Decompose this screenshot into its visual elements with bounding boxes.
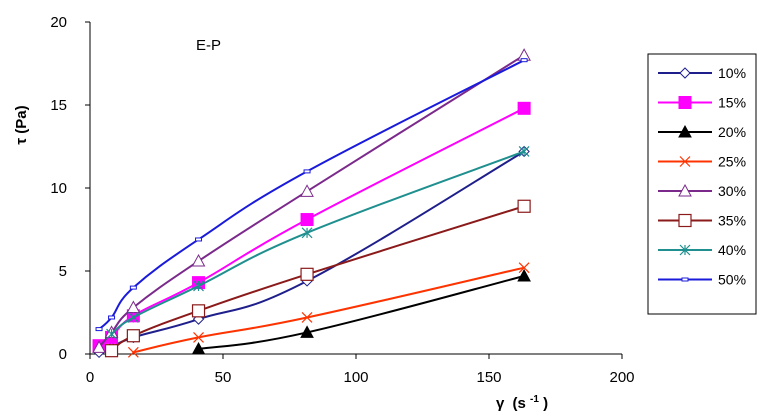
legend-label-5: 35% (718, 213, 746, 229)
data-point-7-2 (129, 285, 137, 290)
legend-marker-6 (679, 244, 691, 256)
data-point-3-0 (127, 346, 139, 358)
x-axis-label-symbol: γ (496, 395, 505, 412)
x-tick-label-2: 100 (343, 369, 368, 386)
data-point-6-0 (106, 328, 117, 340)
series-2 (191, 268, 531, 355)
series-5 (104, 199, 531, 358)
legend-marker-1 (678, 96, 692, 109)
data-point-7-5 (520, 58, 528, 63)
series-6 (106, 146, 530, 340)
data-point-3-3 (518, 262, 530, 274)
legend-marker-5 (678, 213, 692, 228)
legend-marker-7 (681, 277, 689, 282)
legend-label-2: 20% (718, 124, 746, 140)
data-point-2-2 (517, 268, 531, 282)
series-layer (92, 48, 531, 359)
y-tick-label-4: 20 (50, 14, 67, 31)
y-tick-label-2: 10 (50, 180, 67, 197)
data-point-1-5 (517, 101, 531, 115)
x-axis-label-exponent: -1 (530, 394, 539, 405)
series-line-2 (198, 275, 525, 351)
data-point-4-3 (191, 253, 206, 267)
x-axis-label: γ (s -1 ) (496, 389, 548, 412)
legend-label-3: 25% (718, 154, 746, 170)
series-line-3 (133, 266, 525, 354)
data-point-2-1 (300, 325, 314, 338)
data-point-7-3 (195, 237, 203, 242)
legend: 10% 15% 20% 25% 30% 35% 40% 50% (647, 53, 757, 315)
legend-label-0: 10% (718, 65, 746, 81)
data-point-6-1 (127, 312, 139, 323)
chart-annotation: E-P (196, 37, 221, 54)
data-point-5-2 (191, 304, 206, 318)
data-point-5-0 (104, 344, 119, 358)
series-4 (92, 48, 531, 353)
data-point-7-0 (95, 327, 103, 332)
legend-label-4: 30% (718, 183, 746, 199)
data-point-6-3 (301, 227, 313, 239)
y-tick-label-0: 0 (59, 346, 67, 363)
series-7 (95, 58, 528, 332)
data-point-6-4 (518, 146, 530, 157)
legend-marker-4 (678, 183, 692, 197)
series-line-6 (110, 150, 525, 335)
legend-marker-0 (679, 67, 691, 79)
series-1 (92, 101, 531, 353)
data-point-7-4 (303, 169, 311, 174)
x-axis-label-unit: (s (513, 395, 526, 412)
legend-label-7: 50% (718, 272, 746, 288)
y-tick-label-1: 5 (59, 263, 67, 280)
series-3 (127, 262, 530, 358)
data-point-4-4 (300, 184, 314, 197)
data-point-5-3 (300, 267, 314, 281)
x-tick-label-3: 150 (476, 369, 501, 386)
data-point-1-4 (300, 213, 314, 227)
data-point-4-0 (92, 340, 106, 353)
legend-marker-3 (679, 156, 691, 167)
x-axis-label-close: ) (543, 395, 548, 412)
y-axis-label: τ (Pa) (13, 105, 30, 144)
legend-label-1: 15% (718, 95, 746, 111)
legend-box (647, 53, 757, 315)
x-tick-label-1: 50 (215, 369, 232, 386)
data-point-3-2 (301, 312, 313, 323)
legend-marker-2 (678, 124, 692, 138)
x-tick-label-0: 0 (86, 369, 94, 386)
data-point-3-1 (193, 331, 204, 343)
y-tick-label-3: 15 (50, 97, 67, 114)
legend-label-6: 40% (718, 242, 746, 258)
data-point-2-0 (191, 341, 206, 355)
data-point-6-2 (193, 280, 204, 292)
data-point-5-1 (126, 329, 140, 343)
data-point-7-1 (108, 315, 116, 320)
x-tick-label-4: 200 (609, 369, 634, 386)
data-point-5-4 (517, 199, 531, 213)
